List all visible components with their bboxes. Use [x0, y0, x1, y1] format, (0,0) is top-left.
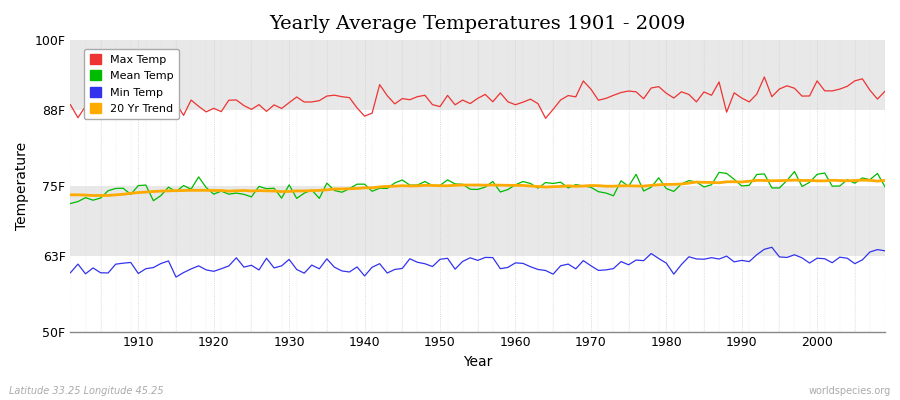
Bar [70, 110, 885, 186]
Bar [70, 256, 885, 332]
X-axis label: Year: Year [463, 355, 492, 369]
Y-axis label: Temperature: Temperature [15, 142, 29, 230]
Bar [70, 40, 885, 110]
Text: worldspecies.org: worldspecies.org [809, 386, 891, 396]
Bar [70, 186, 885, 256]
Legend: Max Temp, Mean Temp, Min Temp, 20 Yr Trend: Max Temp, Mean Temp, Min Temp, 20 Yr Tre… [84, 48, 179, 120]
Text: Latitude 33.25 Longitude 45.25: Latitude 33.25 Longitude 45.25 [9, 386, 164, 396]
Title: Yearly Average Temperatures 1901 - 2009: Yearly Average Temperatures 1901 - 2009 [269, 15, 686, 33]
